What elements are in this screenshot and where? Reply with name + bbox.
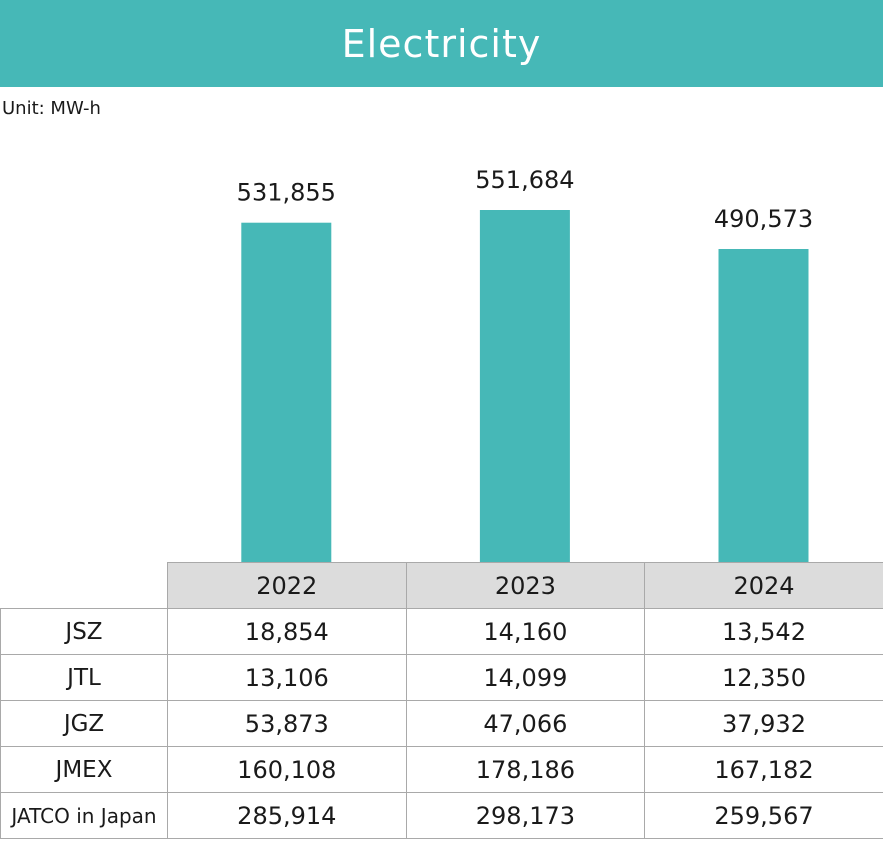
table-cell: 13,106 bbox=[167, 654, 407, 701]
bar-2022 bbox=[241, 222, 332, 562]
bar-chart: 531,855 551,684 490,573 bbox=[237, 166, 813, 562]
table-cell: 13,542 bbox=[644, 608, 883, 655]
table-cell: 53,873 bbox=[167, 700, 407, 747]
table-row: JSZ 18,854 14,160 13,542 bbox=[0, 608, 883, 655]
bar-2023 bbox=[479, 210, 570, 562]
chart-title: Electricity bbox=[0, 0, 883, 87]
table-cell: 12,350 bbox=[644, 654, 883, 701]
column-header-2024: 2024 bbox=[644, 562, 883, 609]
column-header-2023: 2023 bbox=[405, 562, 646, 609]
table-cell: 14,099 bbox=[405, 654, 646, 701]
table-cell: 298,173 bbox=[405, 792, 646, 839]
row-label-jatco-in-japan: JATCO in Japan bbox=[0, 792, 168, 839]
table-cell: 18,854 bbox=[167, 608, 407, 655]
table-row: JGZ 53,873 47,066 37,932 bbox=[0, 700, 883, 747]
table-row: JTL 13,106 14,099 12,350 bbox=[0, 654, 883, 701]
unit-label: Unit: MW-h bbox=[2, 98, 101, 119]
column-header-2022: 2022 bbox=[167, 562, 407, 609]
table-header-row: 2022 2023 2024 bbox=[0, 562, 883, 609]
row-label-jsz: JSZ bbox=[0, 608, 168, 655]
table-row: JMEX 160,108 178,186 167,182 bbox=[0, 746, 883, 793]
table-cell: 259,567 bbox=[644, 792, 883, 839]
table-cell: 37,932 bbox=[644, 700, 883, 747]
table-row: JATCO in Japan 285,914 298,173 259,567 bbox=[0, 792, 883, 839]
table-cell: 178,186 bbox=[405, 746, 646, 793]
table-corner bbox=[0, 562, 168, 609]
data-table: 2022 2023 2024 JSZ 18,854 14,160 13,542 … bbox=[0, 562, 883, 839]
row-label-jtl: JTL bbox=[0, 654, 168, 701]
row-label-jmex: JMEX bbox=[0, 746, 168, 793]
table-cell: 167,182 bbox=[644, 746, 883, 793]
bar-2024 bbox=[718, 249, 809, 562]
bar-value-label-2022: 531,855 bbox=[237, 179, 336, 207]
bar-value-label-2024: 490,573 bbox=[714, 205, 813, 233]
bar-value-label-2023: 551,684 bbox=[475, 166, 574, 194]
table-cell: 14,160 bbox=[405, 608, 646, 655]
table-cell: 47,066 bbox=[405, 700, 646, 747]
row-label-jgz: JGZ bbox=[0, 700, 168, 747]
table-cell: 160,108 bbox=[167, 746, 407, 793]
table-cell: 285,914 bbox=[167, 792, 407, 839]
